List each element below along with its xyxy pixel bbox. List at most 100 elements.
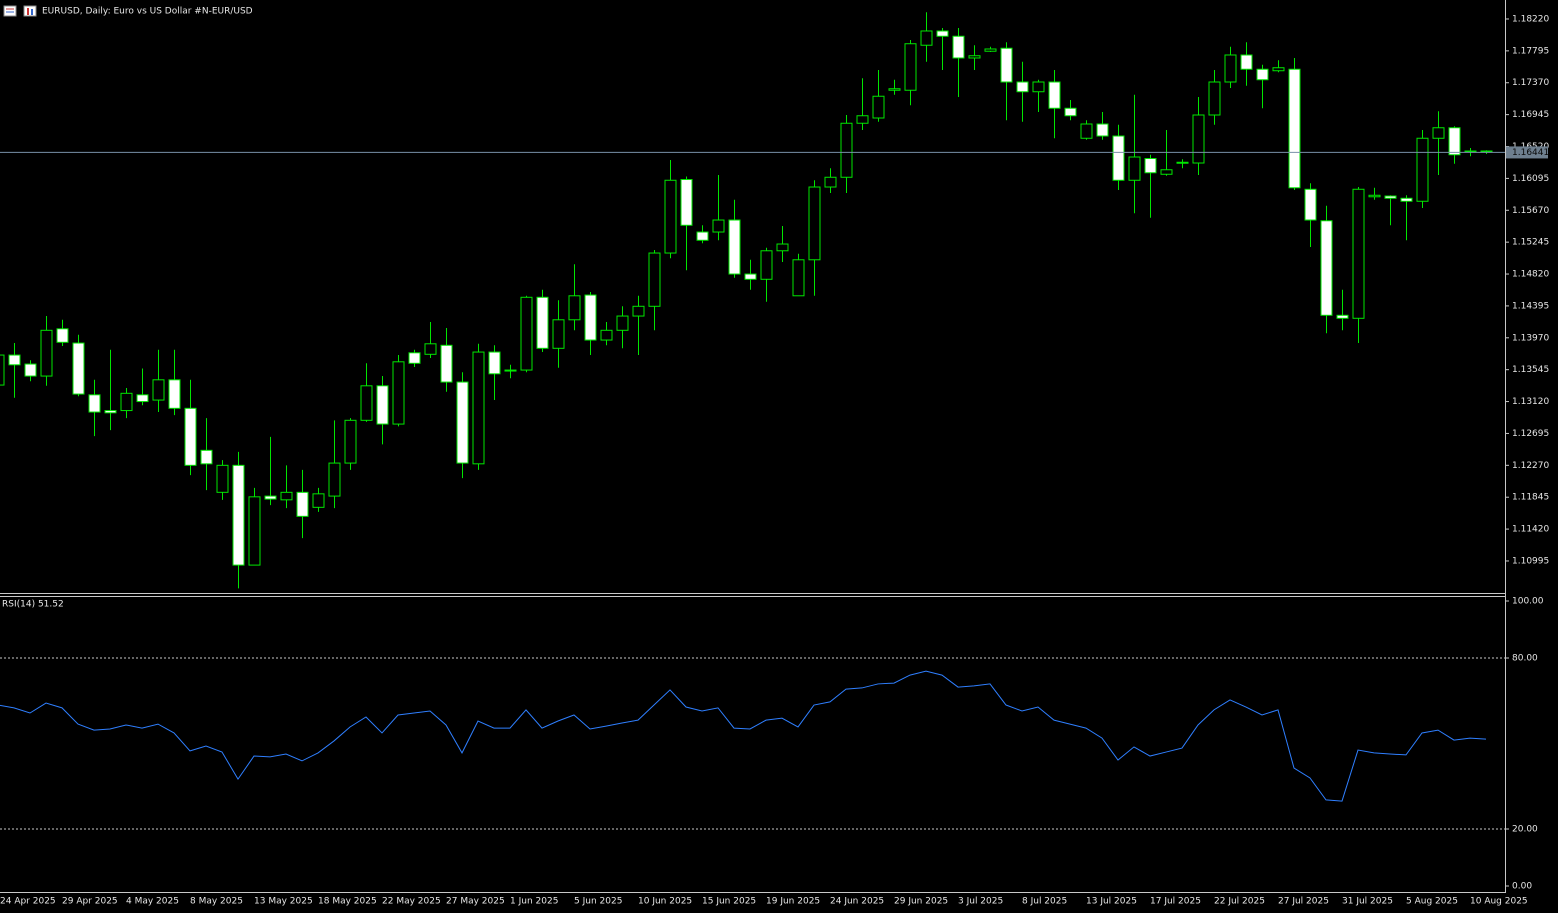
candle-body: [520, 296, 533, 371]
candle-body: [712, 219, 725, 233]
y-tick-label: 1.14395: [1512, 301, 1549, 311]
candle-body: [904, 43, 917, 91]
y-tick-label: 1.18220: [1512, 14, 1549, 24]
candle-body: [1320, 220, 1333, 316]
candle-body: [1240, 54, 1253, 70]
icon[interactable]: [3, 5, 17, 17]
candle-body: [872, 95, 885, 119]
y-tick-label: 1.10995: [1512, 556, 1549, 566]
y-tick-label: 1.12270: [1512, 461, 1549, 471]
candle-body: [936, 30, 949, 37]
candle-body: [776, 243, 789, 252]
candle-body: [552, 319, 565, 349]
candle-body: [472, 351, 485, 465]
y-tick-label: 0.00: [1512, 882, 1532, 892]
candle-body: [216, 464, 229, 493]
candle-body: [808, 186, 821, 261]
x-tick-label: 18 May 2025: [318, 897, 377, 907]
candle-body: [440, 344, 453, 383]
candle-body: [328, 462, 341, 497]
icon-stroke: [31, 9, 33, 15]
candle-body: [392, 361, 405, 425]
candle-body: [1112, 135, 1125, 181]
candle-body: [1480, 150, 1493, 153]
candle-body: [1160, 169, 1173, 175]
candle-body: [1400, 197, 1413, 202]
candle-body: [408, 352, 421, 364]
candle-body: [504, 369, 517, 372]
candle-body: [232, 464, 245, 566]
toolbar-icons[interactable]: [3, 5, 37, 17]
candle-body: [72, 342, 85, 395]
current-price-box: [1506, 146, 1548, 159]
candle-body: [376, 385, 389, 425]
candle-body: [1416, 137, 1429, 202]
candle-body: [312, 493, 325, 508]
candle-body: [1288, 68, 1301, 189]
y-tick-label: 80.00: [1512, 654, 1538, 664]
candle-body: [152, 379, 165, 401]
x-tick-label: 15 Jun 2025: [702, 897, 756, 907]
y-tick-label: 1.11420: [1512, 525, 1549, 535]
candle-body: [1224, 54, 1237, 83]
candle-body: [104, 410, 117, 414]
candle-body: [680, 179, 693, 226]
x-tick-label: 4 May 2025: [126, 897, 179, 907]
candle-body: [168, 379, 181, 409]
x-tick-label: 1 Jun 2025: [510, 897, 558, 907]
candle-body: [1032, 81, 1045, 93]
candle-body: [296, 491, 309, 517]
candle-body: [728, 219, 741, 275]
candle-body: [568, 295, 581, 321]
y-tick-label: 1.13970: [1512, 333, 1549, 343]
candle-body: [40, 329, 53, 377]
candle-body: [120, 392, 133, 412]
candle-body: [760, 250, 773, 280]
icon-stroke: [27, 8, 29, 15]
candle-body: [0, 354, 5, 386]
candle-body: [1176, 161, 1189, 164]
x-tick-label: 27 May 2025: [446, 897, 505, 907]
candle-body: [344, 419, 357, 464]
x-tick-label: 13 May 2025: [254, 897, 313, 907]
candle-body: [200, 449, 213, 465]
candle-body: [1272, 67, 1285, 72]
candle-body: [1208, 81, 1221, 116]
candle-body: [280, 491, 293, 501]
candle-body: [616, 315, 629, 331]
candle-body: [1128, 156, 1141, 181]
indicator-header: RSI(14) 51.52: [2, 600, 64, 610]
x-tick-label: 8 Jul 2025: [1022, 897, 1067, 907]
candle-body: [1352, 188, 1365, 319]
current-price-label: 1.16441: [1512, 148, 1549, 158]
candle-body: [824, 176, 837, 188]
x-tick-label: 24 Apr 2025: [0, 897, 56, 907]
y-tick-label: 1.16095: [1512, 174, 1549, 184]
candle-body: [1016, 81, 1029, 93]
candle-body: [856, 115, 869, 124]
y-tick-label: 1.12695: [1512, 429, 1549, 439]
candle-body: [1448, 127, 1461, 156]
candle-body: [968, 55, 981, 59]
x-tick-label: 29 Apr 2025: [62, 897, 118, 907]
candle-body: [264, 495, 277, 500]
icon[interactable]: [23, 5, 37, 17]
candle-body: [24, 363, 37, 377]
x-tick-label: 5 Jun 2025: [574, 897, 622, 907]
candle-body: [584, 294, 597, 341]
chart-header: EURUSD, Daily: Euro vs US Dollar #N-EUR/…: [42, 7, 253, 17]
x-tick-label: 24 Jun 2025: [830, 897, 884, 907]
x-tick-label: 19 Jun 2025: [766, 897, 820, 907]
candle-body: [664, 179, 677, 254]
y-tick-label: 1.17370: [1512, 78, 1549, 88]
candle-body: [8, 354, 21, 366]
x-tick-label: 22 Jul 2025: [1214, 897, 1265, 907]
candle-body: [888, 88, 901, 91]
candle-body: [648, 252, 661, 307]
candle-body: [792, 259, 805, 297]
candle-body: [696, 231, 709, 241]
candle-body: [1048, 81, 1061, 109]
candle-body: [536, 296, 549, 349]
candle-body: [1384, 195, 1397, 199]
